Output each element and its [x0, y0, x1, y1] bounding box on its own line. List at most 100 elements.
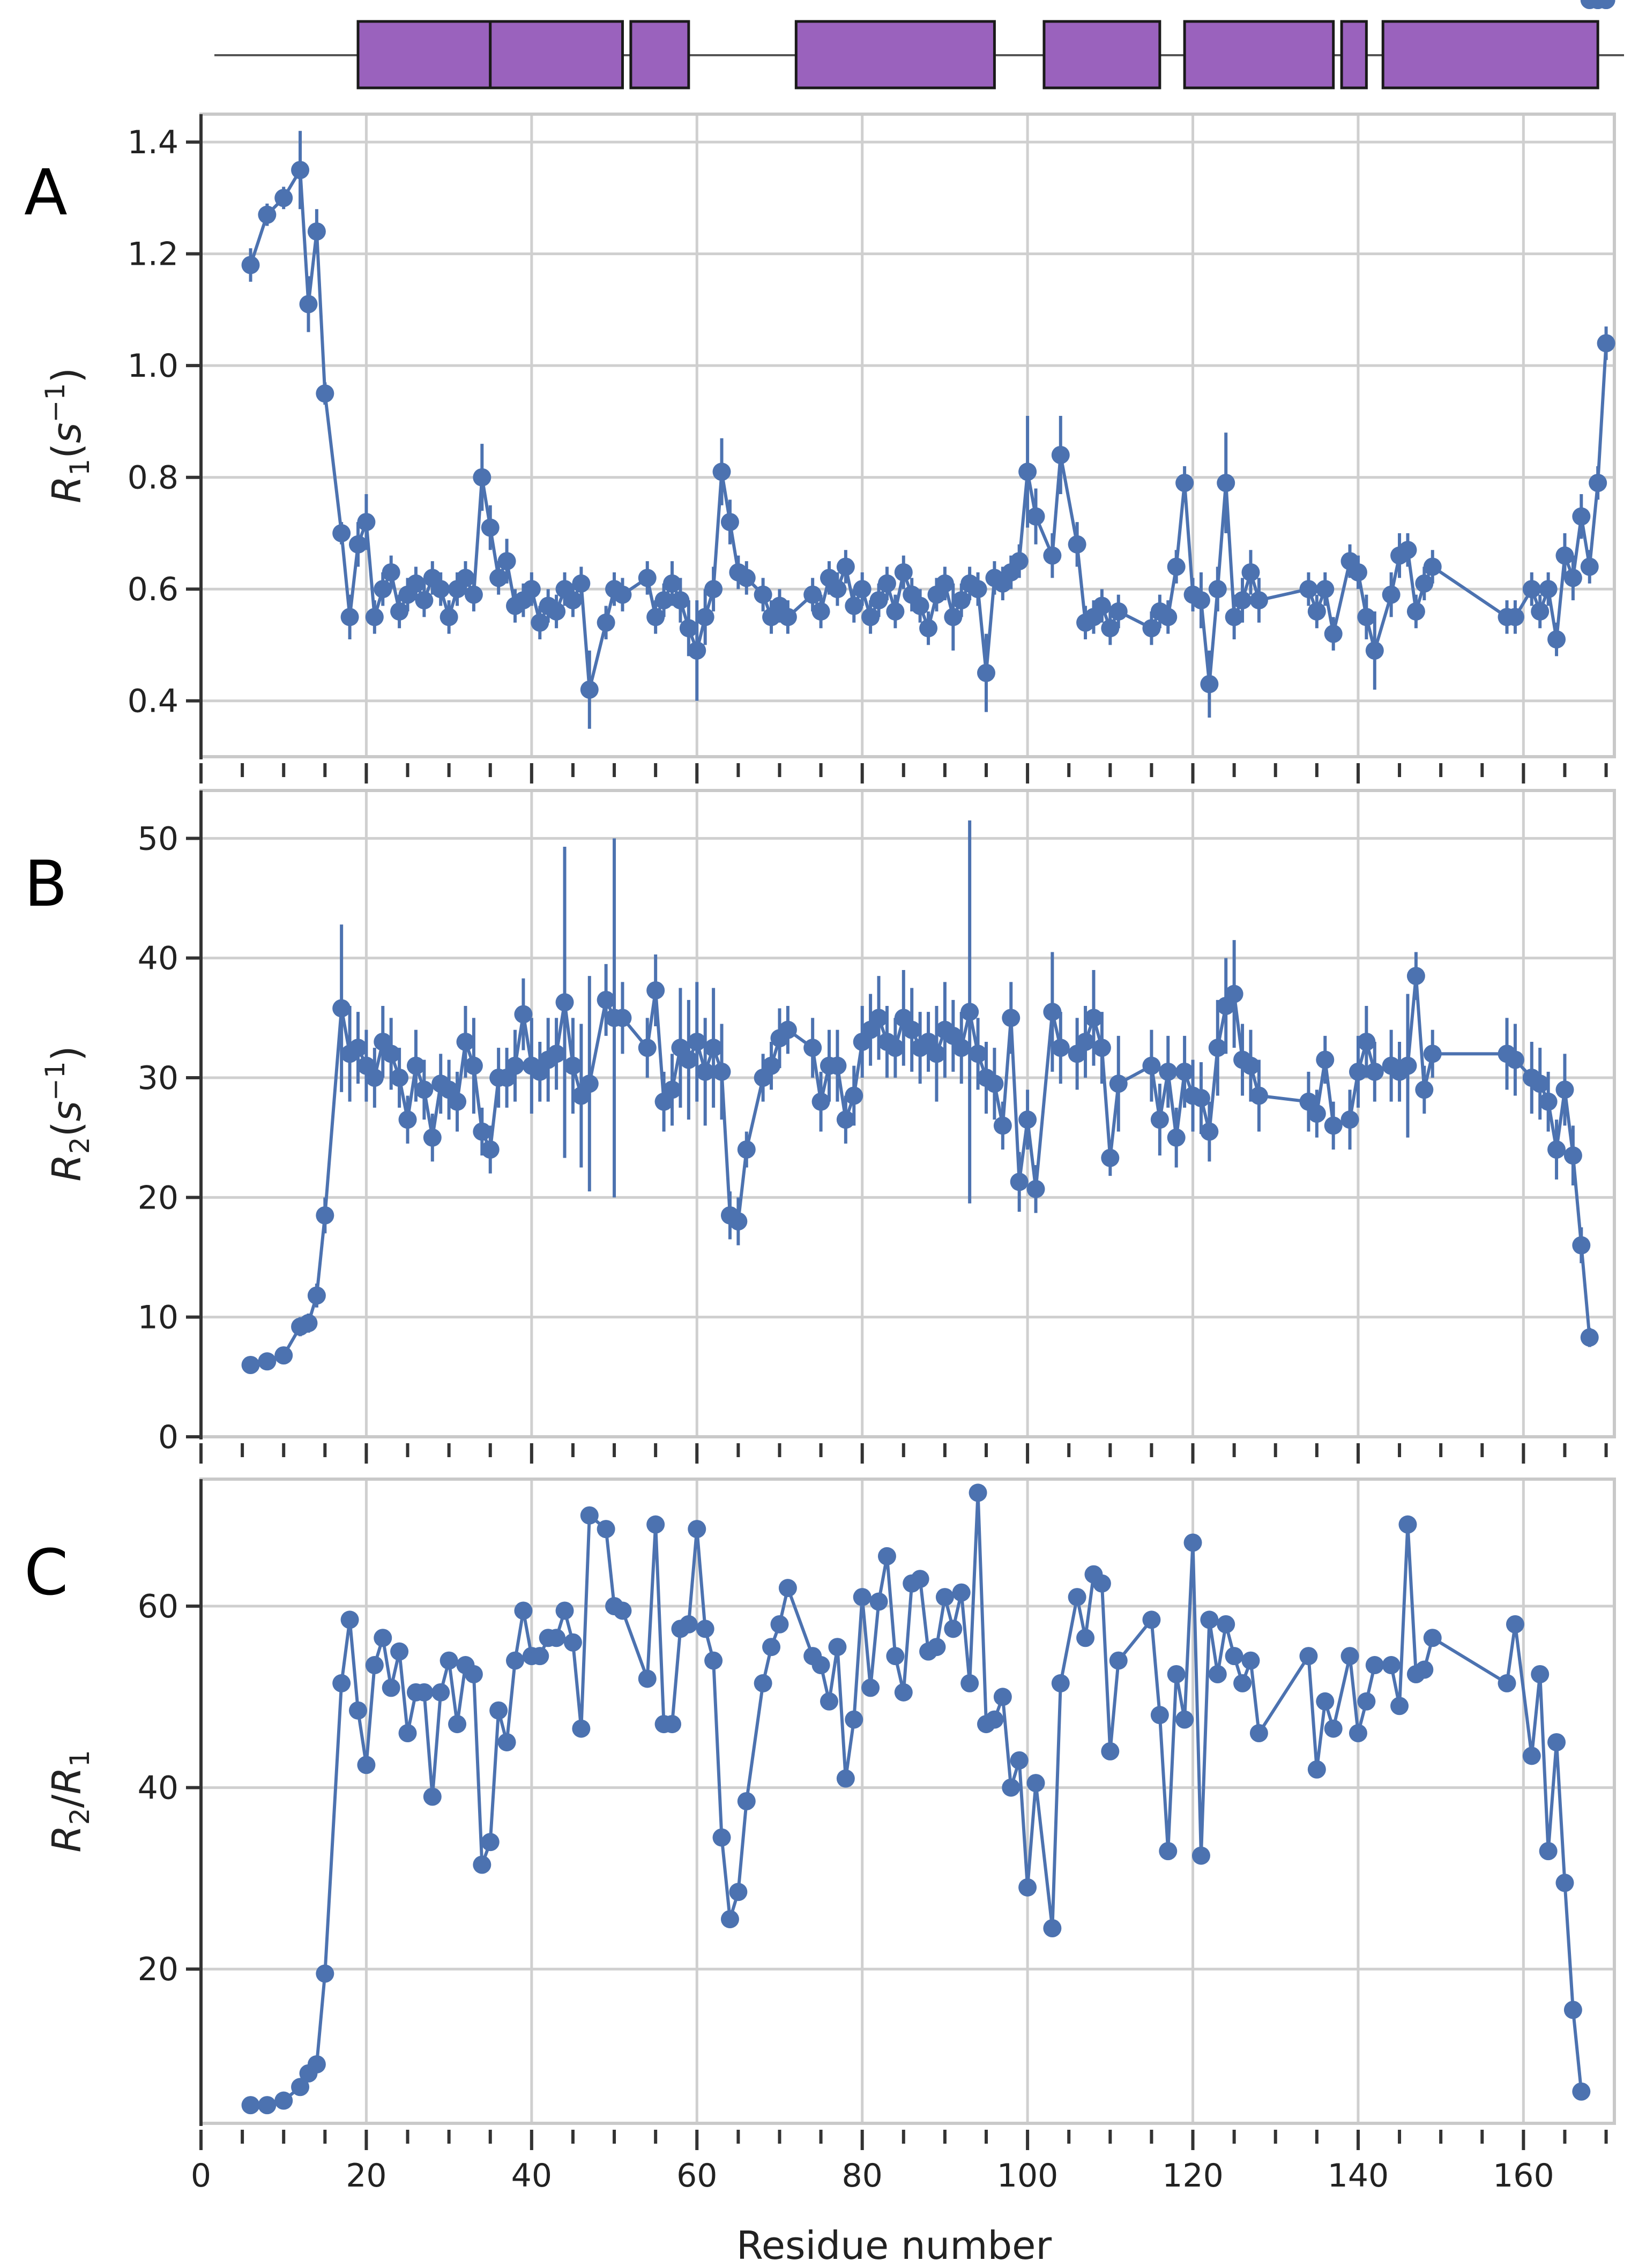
y-tick-label: 1.2	[128, 236, 178, 273]
data-point	[1191, 1846, 1210, 1865]
y-tick-label: 10	[138, 1299, 178, 1337]
data-point	[1208, 1665, 1227, 1683]
data-point	[1026, 1774, 1045, 1793]
helix-block	[629, 20, 690, 89]
data-point	[828, 1056, 847, 1075]
data-point	[440, 1651, 458, 1670]
data-point	[332, 999, 351, 1018]
data-point	[778, 608, 797, 626]
data-point	[497, 552, 516, 571]
data-point	[1249, 591, 1268, 610]
data-point	[944, 1620, 963, 1638]
data-point	[1010, 552, 1029, 571]
data-point	[1589, 474, 1607, 493]
data-point	[1423, 1045, 1442, 1063]
data-point	[696, 1062, 714, 1081]
data-point	[597, 990, 615, 1009]
data-point	[406, 574, 425, 593]
data-point	[903, 1020, 921, 1039]
panels: 0.4 0.6 0.8 1.0 1.2 1.4 A R1(s−1) 0 10 20 30 40 50 B R2…	[24, 0, 1616, 2195]
data-point	[679, 1615, 698, 1633]
data-point	[688, 1033, 706, 1051]
data-point	[845, 596, 863, 615]
data-point	[307, 1286, 326, 1305]
data-point	[481, 1140, 500, 1159]
helix-block	[489, 20, 624, 89]
data-point	[440, 608, 458, 626]
data-point	[423, 1128, 442, 1147]
data-point	[1382, 585, 1401, 604]
data-point	[390, 602, 409, 621]
data-point	[357, 513, 376, 532]
data-point	[654, 591, 673, 610]
data-point	[894, 563, 913, 581]
data-point	[597, 1520, 615, 1539]
data-point	[1249, 1086, 1268, 1105]
data-point	[1092, 1574, 1111, 1593]
data-point	[349, 535, 367, 554]
data-point	[869, 1592, 888, 1611]
data-point	[1349, 1062, 1367, 1081]
data-point	[1382, 1656, 1401, 1675]
data-point	[1522, 1747, 1541, 1765]
x-tick-label: 20	[346, 2157, 386, 2195]
data-point	[547, 1045, 566, 1063]
data-point	[547, 1629, 566, 1647]
data-point	[811, 602, 830, 621]
data-point	[1506, 608, 1524, 626]
data-point	[1018, 1878, 1037, 1897]
data-point	[811, 1092, 830, 1111]
data-point	[1539, 580, 1558, 599]
data-point	[473, 1122, 491, 1141]
data-point	[1506, 1050, 1524, 1069]
data-point	[448, 1092, 467, 1111]
data-point	[952, 1039, 971, 1057]
data-point	[1423, 1629, 1442, 1647]
x-axis-title: Residue number	[736, 2223, 1052, 2266]
data-point	[456, 569, 475, 587]
data-point	[877, 574, 896, 593]
data-point	[1299, 1647, 1318, 1666]
data-point	[1084, 1009, 1103, 1027]
data-point	[894, 1683, 913, 1702]
data-point	[374, 1629, 392, 1647]
y-tick-label: 50	[138, 820, 178, 857]
data-point	[1101, 1148, 1120, 1167]
data-point	[489, 569, 508, 587]
data-point	[1547, 1733, 1566, 1751]
data-point	[1101, 619, 1120, 638]
data-point	[919, 619, 938, 638]
data-point	[332, 524, 351, 542]
data-point	[1101, 1742, 1120, 1760]
data-point	[1200, 1610, 1219, 1629]
data-point	[1068, 535, 1086, 554]
data-point	[1316, 1692, 1335, 1711]
data-point	[1200, 675, 1219, 693]
x-tick-label: 100	[997, 2157, 1059, 2195]
data-point	[1159, 608, 1178, 626]
panel-a: 0.4 0.6 0.8 1.0 1.2 1.4 A R1(s−1)	[24, 113, 1616, 784]
data-point	[778, 1579, 797, 1598]
data-point	[646, 608, 665, 626]
data-point	[869, 1009, 888, 1027]
data-point	[340, 608, 359, 626]
y-axis-title: R2/R1	[44, 1750, 95, 1852]
data-point	[1109, 1075, 1128, 1093]
data-point	[382, 1678, 400, 1697]
data-point	[481, 518, 500, 537]
data-point	[1167, 557, 1186, 576]
data-point	[307, 222, 326, 241]
x-tick-label: 80	[842, 2157, 883, 2195]
data-point	[613, 1009, 632, 1027]
data-point	[960, 1003, 979, 1021]
data-point	[332, 1674, 351, 1692]
data-point	[1572, 2082, 1591, 2101]
data-point	[349, 1701, 367, 1720]
y-tick-label: 0.4	[128, 683, 178, 720]
data-point	[522, 580, 541, 599]
data-point	[1233, 1674, 1252, 1692]
data-point	[696, 1620, 714, 1638]
data-point	[597, 613, 615, 632]
data-point	[952, 1583, 971, 1602]
data-point	[531, 613, 549, 632]
